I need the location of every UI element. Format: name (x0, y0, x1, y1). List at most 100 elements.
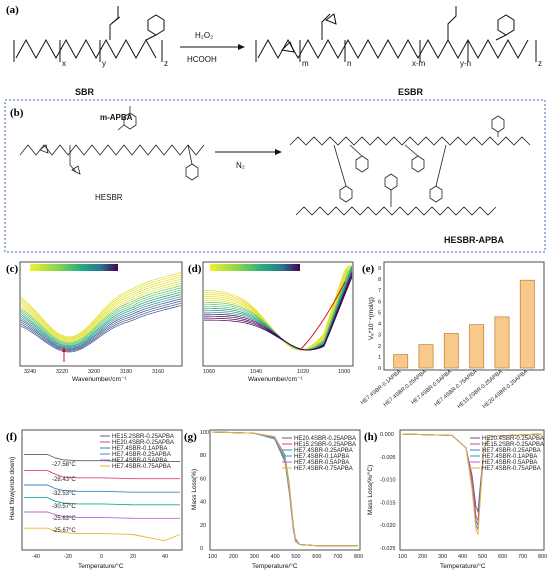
panel-e-bar (519, 279, 535, 369)
panel-g-xlabel: Temperature/°C (252, 562, 298, 570)
panel-d-tick-1: 1040 (250, 369, 262, 375)
panel-h-ylabel: Mass Loss(%/°C) (366, 465, 374, 515)
panel-d-curves (203, 265, 353, 351)
panel-c-curves (20, 272, 182, 353)
panel-c-curve (20, 296, 182, 349)
hesbr-apba-structure (289, 115, 531, 216)
panel-d-label: (d) (188, 263, 202, 275)
esbr-subscript-m: m (302, 59, 309, 68)
panel-h-curves (401, 433, 543, 535)
panel-e-bars (393, 279, 535, 369)
panel-c-curve (20, 278, 182, 341)
sbr-subscript-y: y (102, 59, 106, 68)
panel-e-ytick: 4 (378, 322, 381, 328)
panel-h-legend: HE20.4SBR-0.25APBAHE15.2SBR-0.25APBAHE7.… (470, 436, 544, 472)
sbr-subscript-x: x (62, 59, 66, 68)
panel-f-annotation: -25.63°C (52, 516, 76, 522)
panel-d-tick-0: 1060 (203, 369, 215, 375)
panel-c-colorbar (30, 264, 118, 271)
panel-h-xtick: 300 (438, 554, 447, 560)
panel-h-ytick: -0.005 (380, 455, 396, 461)
panel-e-plot (383, 261, 545, 371)
panel-c-curve (20, 287, 182, 345)
panel-f-annotation: -25.67°C (52, 528, 76, 534)
panel-h-ytick: -0.015 (380, 500, 396, 506)
panel-c-curve (20, 300, 182, 351)
panel-e-bar (393, 354, 409, 369)
panel-g-curves (211, 431, 358, 547)
panel-c-curve (20, 272, 182, 338)
panel-f-curve (24, 470, 180, 480)
panel-h-legend-item: HE20.4SBR-0.25APBA (482, 436, 544, 442)
panel-f-label: (f) (6, 431, 17, 443)
panel-h-legend-item: HE7.4SBR-0.25APBA (482, 448, 541, 454)
panel-b-frame (4, 99, 546, 253)
m-apba-structure (117, 106, 137, 131)
panel-g-legend-item: HE7.4SBR-0.75APBA (294, 466, 353, 472)
panel-f-xtick-1: -20 (64, 554, 72, 560)
panel-h-curve (401, 433, 543, 535)
panel-f-annotation: -27.58°C (52, 462, 76, 468)
panel-c-curve (20, 302, 182, 352)
panel-d-ticks: 1060 1040 1020 1000 (203, 369, 350, 375)
panel-g-legend-item: HE15.2SBR-0.25APBA (294, 442, 356, 448)
hesbr-name: HESBR (95, 193, 123, 202)
panel-h-legend-item: HE15.2SBR-0.25APBA (482, 442, 544, 448)
panel-e-bar (469, 324, 485, 369)
panel-g-ytick: 80 (200, 453, 206, 459)
hesbr-structure (19, 144, 205, 181)
panel-e-ytick: 1 (378, 355, 381, 361)
panel-c-tick-2: 3200 (88, 369, 100, 375)
panel-c-marker-head (62, 347, 66, 352)
panel-f-xlabel: Temperature/°C (78, 562, 124, 570)
panel-h-xticks: 100 200 300 400 500 600 700 800 (398, 554, 547, 560)
panel-c-ticks: 3240 3220 3200 3180 3160 (24, 369, 164, 375)
panel-h-xlabel: Temperature/°C (440, 562, 486, 570)
panel-d-tick-2: 1020 (297, 369, 309, 375)
panel-g-legend-item: HE7.4SBR-0.5APBA (294, 460, 349, 466)
esbr-subscript-yn: y-n (460, 59, 471, 68)
panel-d-trend-arrow (299, 281, 346, 351)
panel-c-curve (20, 276, 182, 340)
panel-f-curve (24, 497, 180, 506)
panel-b-label: (b) (10, 107, 24, 119)
panel-g-xtick: 600 (312, 554, 321, 560)
panel-f-annotations: -27.58°C -28.43°C -32.53°C -30.57°C -25.63°C… (52, 462, 76, 534)
panel-g-xtick: 300 (250, 554, 259, 560)
panel-h-yticks: 0.000 -0.005 -0.010 -0.015 -0.020 -0.025 (380, 432, 396, 552)
sbr-structure (13, 6, 165, 62)
panel-h-legend-item: HE7.4SBR-0.1APBA (482, 454, 537, 460)
panel-e-xtick: HE20.4SBR-0.25APBA (482, 369, 530, 410)
panel-h-xtick: 600 (498, 554, 507, 560)
panel-g-legend-item: HE20.4SBR-0.25APBA (294, 436, 356, 442)
panel-h-xtick: 200 (418, 554, 427, 560)
panel-c-curve (20, 291, 182, 347)
panel-a-label: (a) (6, 4, 19, 16)
panel-d-plot (202, 261, 354, 367)
panel-h-xtick: 400 (458, 554, 467, 560)
panel-h-legend-item: HE7.4SBR-0.5APBA (482, 460, 537, 466)
panel-e-xtick: HE7.4SBR-0.1APBA (360, 369, 403, 406)
panel-f-xtick-0: -40 (32, 554, 40, 560)
panel-g-ytick: 100 (200, 430, 209, 436)
esbr-name: ESBR (398, 87, 424, 97)
panel-c-curve (20, 305, 182, 353)
panel-e-ytick: 3 (378, 333, 381, 339)
panel-d-curve (204, 277, 353, 351)
panel-c-curve (20, 294, 182, 348)
panel-d-tick-3: 1000 (338, 369, 350, 375)
panel-h-xtick: 800 (538, 554, 547, 560)
reagent-hcooh: HCOOH (187, 55, 217, 64)
panel-g-curve (211, 431, 358, 547)
panel-e-ytick: 6 (378, 299, 381, 305)
panel-g-yticks: 0 20 40 60 80 100 (200, 430, 209, 552)
panel-c-curve (20, 289, 182, 346)
panel-h-ytick: 0.000 (380, 432, 394, 438)
panel-e-bar (418, 344, 434, 369)
panel-e-ylabel: Vₑ*10⁻⁴(mol/g) (368, 297, 375, 340)
panel-f-curves (24, 453, 181, 542)
panel-h-xtick: 700 (518, 554, 527, 560)
panel-g-label: (g) (184, 431, 197, 443)
m-apba-name: m-APBA (100, 113, 133, 122)
